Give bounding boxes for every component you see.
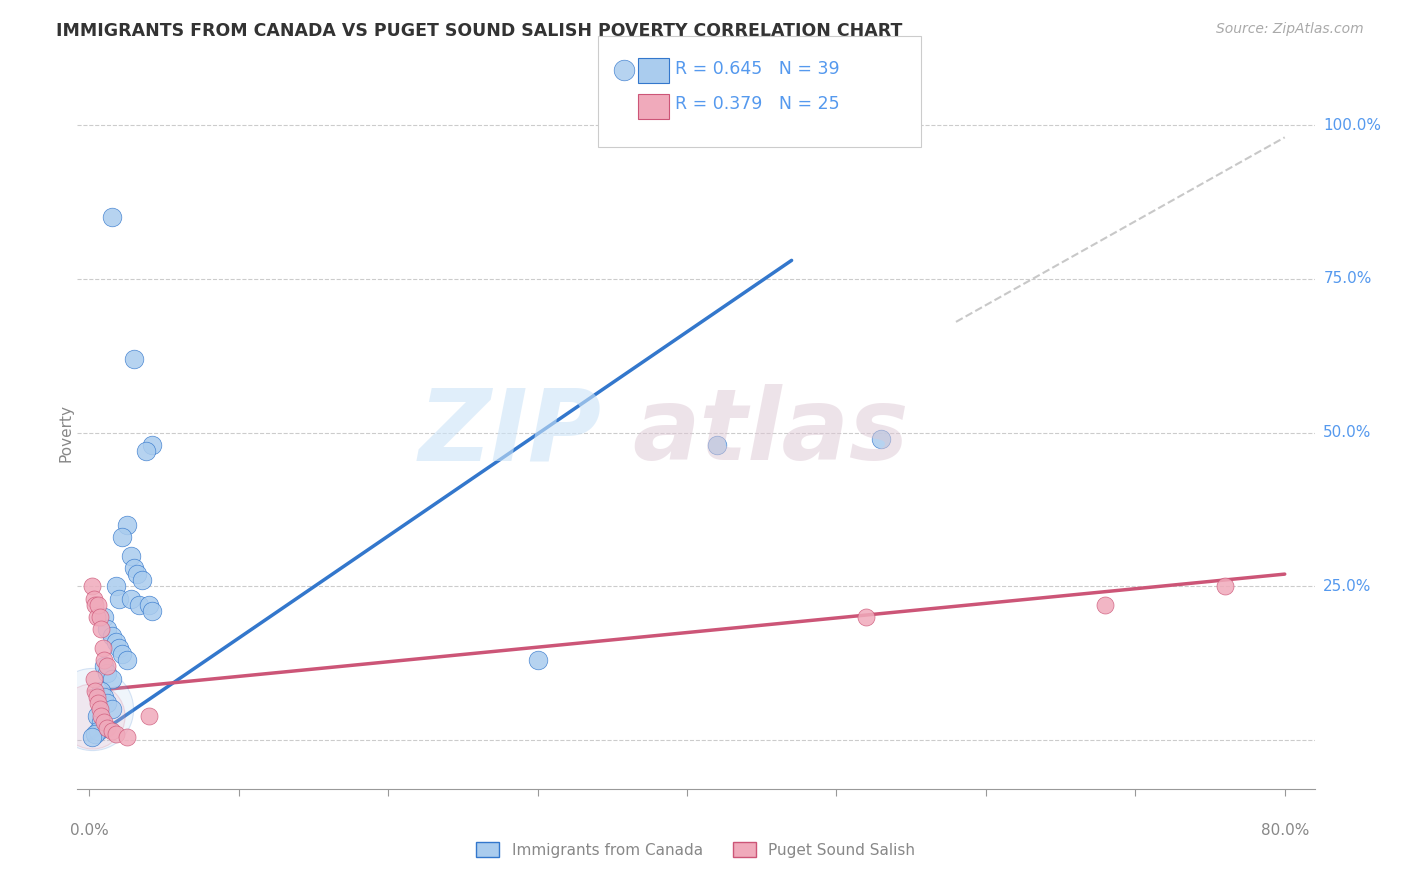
Text: IMMIGRANTS FROM CANADA VS PUGET SOUND SALISH POVERTY CORRELATION CHART: IMMIGRANTS FROM CANADA VS PUGET SOUND SA… xyxy=(56,22,903,40)
Point xyxy=(93,653,115,667)
Text: 0.0%: 0.0% xyxy=(70,823,108,838)
Point xyxy=(855,610,877,624)
Point xyxy=(120,591,142,606)
Text: 75.0%: 75.0% xyxy=(1323,271,1372,286)
Point xyxy=(84,598,107,612)
Point xyxy=(100,672,122,686)
Point xyxy=(87,598,110,612)
Point xyxy=(100,723,122,738)
Point xyxy=(138,598,160,612)
Point xyxy=(108,591,131,606)
Point xyxy=(87,723,110,738)
Point xyxy=(84,684,107,698)
Point xyxy=(1094,598,1116,612)
Text: atlas: atlas xyxy=(631,384,908,481)
Point xyxy=(122,561,145,575)
Point xyxy=(90,684,112,698)
Point xyxy=(613,63,636,78)
Point xyxy=(100,629,122,643)
Point xyxy=(108,640,131,655)
Point xyxy=(90,623,112,637)
Text: Source: ZipAtlas.com: Source: ZipAtlas.com xyxy=(1216,22,1364,37)
Point xyxy=(96,659,118,673)
Point xyxy=(91,640,114,655)
Point xyxy=(82,579,104,593)
Point xyxy=(93,659,115,673)
Point xyxy=(870,432,893,446)
Text: 100.0%: 100.0% xyxy=(1323,118,1381,133)
Point xyxy=(526,653,548,667)
Point xyxy=(111,530,134,544)
Point xyxy=(82,730,104,744)
Point xyxy=(83,591,105,606)
Point xyxy=(96,696,118,710)
Point xyxy=(105,634,128,648)
Point xyxy=(90,714,112,729)
Point xyxy=(90,708,112,723)
Point xyxy=(138,708,160,723)
Point xyxy=(100,211,122,225)
Legend: Immigrants from Canada, Puget Sound Salish: Immigrants from Canada, Puget Sound Sali… xyxy=(471,836,921,863)
Point xyxy=(127,567,149,582)
Point xyxy=(96,665,118,680)
Point xyxy=(105,727,128,741)
Point xyxy=(115,653,138,667)
Point xyxy=(86,708,108,723)
Point xyxy=(87,696,110,710)
Text: 80.0%: 80.0% xyxy=(1261,823,1309,838)
Point xyxy=(86,690,108,705)
Point xyxy=(120,549,142,563)
Point xyxy=(100,702,122,716)
Point xyxy=(93,690,115,705)
Text: 25.0%: 25.0% xyxy=(1323,579,1372,594)
Text: ZIP: ZIP xyxy=(419,384,602,481)
Point xyxy=(82,708,104,723)
Point xyxy=(128,598,150,612)
Point xyxy=(83,672,105,686)
Text: R = 0.379   N = 25: R = 0.379 N = 25 xyxy=(675,95,839,113)
Point xyxy=(89,702,111,716)
Point xyxy=(82,702,104,716)
Point xyxy=(122,351,145,366)
Point xyxy=(93,721,115,735)
Point xyxy=(93,714,115,729)
Point xyxy=(141,438,163,452)
Point xyxy=(96,721,118,735)
Point xyxy=(105,579,128,593)
Text: 50.0%: 50.0% xyxy=(1323,425,1372,440)
Y-axis label: Poverty: Poverty xyxy=(59,403,73,462)
Point xyxy=(84,727,107,741)
Point xyxy=(141,604,163,618)
Point xyxy=(135,444,157,458)
Point xyxy=(115,730,138,744)
Point xyxy=(1213,579,1236,593)
Text: R = 0.645   N = 39: R = 0.645 N = 39 xyxy=(675,60,839,78)
Point xyxy=(93,610,115,624)
Point xyxy=(115,517,138,532)
Point xyxy=(111,647,134,661)
Point xyxy=(706,438,728,452)
Point xyxy=(131,574,153,588)
Point xyxy=(89,610,111,624)
Point xyxy=(96,623,118,637)
Point xyxy=(86,610,108,624)
